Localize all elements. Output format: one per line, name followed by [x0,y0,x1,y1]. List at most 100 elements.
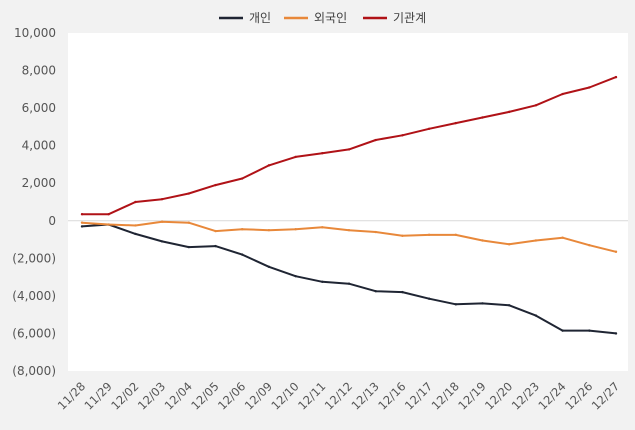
data-point [267,265,271,268]
data-point [561,329,564,332]
x-tick-label: 12/05 [188,379,221,412]
data-point [107,213,110,216]
x-tick-label: 12/27 [589,379,622,412]
data-point [374,230,377,234]
x-tick-label: 12/13 [348,379,381,412]
data-point [214,183,217,187]
y-tick-label: 6,000 [22,101,56,115]
x-tick-label: 12/18 [429,379,462,412]
data-point [454,121,457,125]
y-tick-label: (4,000) [12,289,56,303]
data-point [534,314,538,317]
y-tick-label: (8,000) [12,364,56,378]
legend-label: 외국인 [314,11,347,25]
x-tick-label: 12/16 [375,379,408,412]
data-point [534,239,538,242]
data-point [80,225,84,228]
data-point [614,332,618,335]
x-tick-label: 12/24 [535,379,568,412]
x-tick-label: 12/03 [135,379,168,412]
x-tick-label: 12/17 [402,379,435,412]
data-point [454,233,457,237]
x-tick-label: 11/29 [81,379,114,412]
data-point [107,223,110,226]
data-point [508,110,511,114]
data-point [241,177,244,180]
y-tick-label: 0 [48,214,56,228]
x-tick-label: 12/10 [268,379,301,412]
x-tick-label: 11/28 [55,379,88,412]
data-point [321,226,324,229]
legend-label: 개인 [249,11,271,25]
x-tick-label: 12/20 [482,379,515,412]
data-point [454,303,457,306]
data-point [561,236,564,239]
x-tick-label: 12/19 [455,379,488,412]
x-tick-label: 12/06 [215,379,248,412]
y-tick-label: 8,000 [22,64,56,78]
data-point [401,234,404,237]
x-tick-label: 12/02 [108,379,141,412]
y-tick-label: 2,000 [22,176,56,190]
data-point [267,228,271,232]
data-point [187,221,190,224]
y-axis: 10,000 8,000 6,000 4,000 2,000 0 (2,000) (4,000… [12,26,628,378]
x-tick-label: 12/26 [562,379,595,412]
x-axis: 11/2811/2912/0212/0312/0412/0512/0612/09… [55,379,622,412]
data-point [347,282,351,285]
data-point [481,239,484,242]
data-point [427,297,431,300]
legend: 개인 외국인 기관계 [219,11,426,25]
data-point [427,233,431,237]
data-point [214,244,217,248]
data-point [294,155,297,159]
data-point [374,289,377,293]
data-point [321,151,324,155]
data-point [187,245,190,249]
data-point [481,302,484,305]
data-point [588,86,591,89]
data-point [401,290,404,294]
data-point [241,253,244,256]
data-point [534,104,538,107]
x-tick-label: 12/09 [242,379,275,412]
data-point [80,221,84,224]
data-point [134,232,137,236]
legend-label: 기관계 [393,11,426,25]
x-tick-label: 12/23 [509,379,542,412]
data-point [347,228,351,232]
x-tick-label: 12/11 [295,379,328,412]
data-point [241,228,244,231]
data-point [508,243,511,246]
data-point [214,229,217,233]
data-point [588,329,591,332]
data-point [588,243,591,247]
data-point [561,92,564,96]
y-tick-label: (6,000) [12,326,56,340]
data-point [160,197,164,201]
data-point [160,240,164,243]
data-point [80,213,84,216]
data-point [614,75,618,79]
data-point [401,134,404,137]
data-point [614,250,618,253]
data-point [267,164,271,167]
data-point [160,220,164,223]
y-tick-label: 10,000 [14,26,56,40]
data-point [374,138,377,142]
series-layer [80,75,618,335]
data-point [294,228,297,231]
data-point [347,148,351,151]
x-tick-label: 12/04 [162,379,195,412]
data-point [187,192,190,195]
data-point [134,224,137,227]
data-point [481,116,484,119]
data-point [294,274,297,278]
data-point [427,127,431,130]
y-tick-label: 4,000 [22,139,56,153]
data-point [134,200,137,204]
data-point [508,304,511,307]
x-tick-label: 12/12 [322,379,355,412]
